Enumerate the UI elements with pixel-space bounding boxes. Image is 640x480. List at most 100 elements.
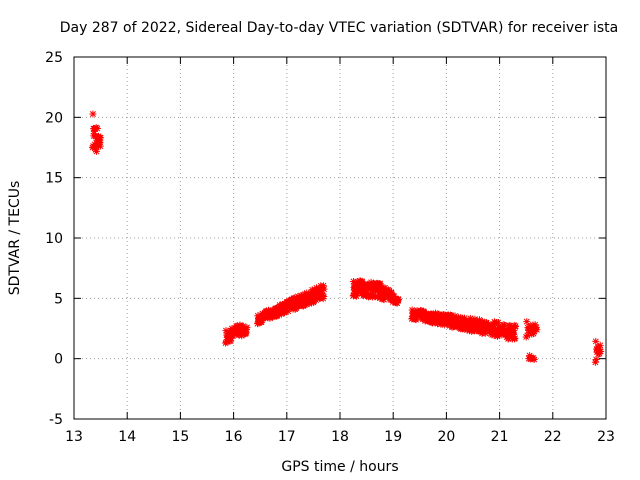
x-tick-labels: 13 14 15 16 17 18 19 20 21 22 23	[65, 429, 615, 445]
data-point	[319, 282, 327, 290]
data-point	[382, 292, 390, 300]
data-point	[489, 322, 497, 330]
data-point	[278, 310, 286, 318]
data-point	[494, 319, 502, 327]
data-point	[93, 124, 101, 132]
data-point	[97, 134, 105, 142]
data-point	[466, 323, 474, 331]
x-tick-label: 20	[437, 429, 455, 445]
data-point	[96, 142, 104, 150]
grid-lines	[74, 57, 606, 419]
data-point	[312, 284, 320, 292]
x-tick-label: 17	[278, 429, 296, 445]
data-point	[597, 347, 605, 355]
y-tick-label: 5	[54, 291, 63, 307]
data-point	[453, 314, 461, 322]
data-point	[532, 323, 540, 331]
data-point	[225, 332, 233, 340]
data-point	[388, 289, 396, 297]
data-point	[465, 322, 473, 330]
data-point	[90, 130, 98, 138]
data-point	[92, 146, 100, 154]
data-point	[501, 321, 509, 329]
data-point	[446, 316, 454, 324]
data-point	[353, 289, 361, 297]
data-point	[353, 278, 361, 286]
data-point	[511, 334, 519, 342]
y-tick-label: 20	[45, 110, 63, 126]
data-point	[354, 287, 362, 295]
data-point	[320, 285, 328, 293]
data-point	[297, 292, 305, 300]
data-points	[89, 110, 605, 366]
data-point	[533, 326, 541, 334]
data-point	[596, 341, 604, 349]
x-tick-label: 19	[384, 429, 402, 445]
data-point	[238, 332, 246, 340]
y-tick-labels: -5 0 5 10 15 20 25	[45, 50, 63, 428]
data-point	[447, 312, 455, 320]
x-tick-label: 14	[118, 429, 136, 445]
data-point	[592, 355, 600, 363]
y-tick-label: 25	[45, 50, 63, 66]
tick-marks	[73, 56, 607, 420]
data-point	[429, 318, 437, 326]
data-point	[390, 292, 398, 300]
data-point	[441, 321, 449, 329]
data-point	[592, 337, 600, 345]
x-tick-label: 22	[544, 429, 562, 445]
y-tick-label: -5	[49, 412, 63, 428]
data-point	[284, 307, 292, 315]
data-point	[273, 311, 281, 319]
data-point	[591, 358, 599, 366]
data-point	[523, 318, 531, 326]
data-point	[239, 322, 247, 330]
data-point	[376, 280, 384, 288]
data-point	[299, 291, 307, 299]
x-tick-label: 18	[331, 429, 349, 445]
data-point	[229, 332, 237, 340]
data-point	[530, 355, 538, 363]
data-point	[463, 318, 471, 326]
data-point	[510, 330, 518, 338]
y-tick-label: 15	[45, 171, 63, 187]
data-point	[414, 313, 422, 321]
y-tick-label: 0	[54, 352, 63, 368]
y-tick-label: 10	[45, 231, 63, 247]
data-point	[489, 328, 497, 336]
data-point	[479, 328, 487, 336]
data-point	[315, 285, 323, 293]
data-point	[320, 292, 328, 300]
x-tick-label: 23	[597, 429, 615, 445]
data-point	[487, 324, 495, 332]
data-point	[395, 295, 403, 303]
x-tick-label: 15	[171, 429, 189, 445]
chart-title: Day 287 of 2022, Sidereal Day-to-day VTE…	[60, 20, 618, 36]
x-tick-label: 21	[491, 429, 509, 445]
data-point	[510, 326, 518, 334]
x-tick-label: 16	[225, 429, 243, 445]
data-point	[475, 316, 483, 324]
data-point	[527, 322, 535, 330]
y-axis-label: SDTVAR / TECUs	[7, 181, 23, 296]
data-point	[488, 331, 496, 339]
data-point	[437, 319, 445, 327]
data-point	[313, 293, 321, 301]
data-point	[235, 331, 243, 339]
data-point	[508, 326, 516, 334]
data-point	[530, 328, 538, 336]
data-point	[531, 321, 539, 329]
data-point	[350, 277, 358, 285]
data-point	[523, 332, 531, 340]
data-point	[506, 322, 514, 330]
data-point	[374, 293, 382, 301]
data-point	[381, 284, 389, 292]
data-point	[365, 292, 373, 300]
data-point	[96, 138, 104, 146]
data-point	[287, 305, 295, 313]
x-tick-label: 13	[65, 429, 83, 445]
x-axis-label: GPS time / hours	[281, 459, 398, 475]
data-point	[461, 314, 469, 322]
